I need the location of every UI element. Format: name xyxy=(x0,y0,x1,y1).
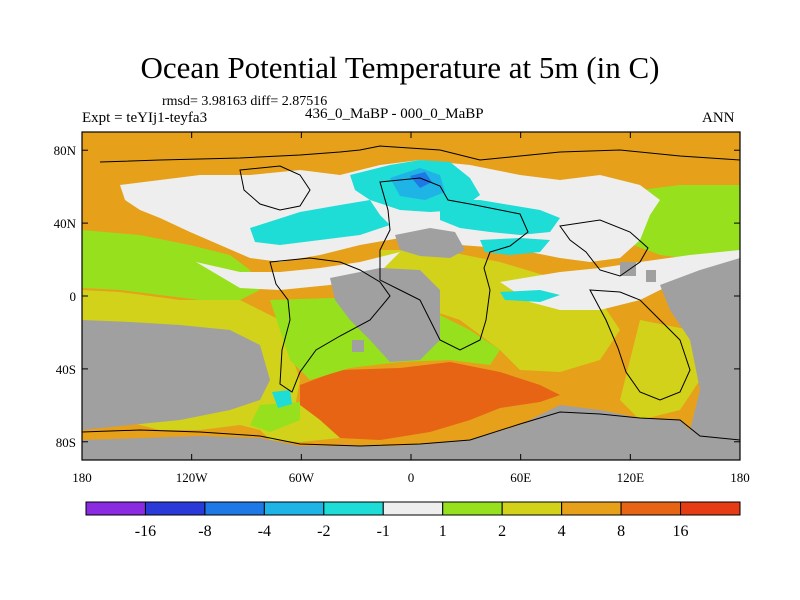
colorbar-label: -16 xyxy=(135,523,156,540)
colorbar: -16 -8 -4 -2 -1 1 2 4 8 16 xyxy=(85,501,741,540)
colorbar-swatch xyxy=(442,501,503,516)
colorbar-swatch xyxy=(323,501,384,516)
x-tick-label: 180 xyxy=(72,470,92,485)
coastline-west-continent xyxy=(239,165,311,211)
land-mask-north-continent xyxy=(395,228,465,258)
region-cooling-south xyxy=(272,390,292,408)
colorbar-swatch xyxy=(680,501,741,516)
y-tick-label: 40S xyxy=(56,362,76,377)
region-weak-warming-west xyxy=(82,230,260,300)
colorbar-swatch xyxy=(204,501,265,516)
colorbar-label: -8 xyxy=(198,523,211,540)
y-tick-label: 80S xyxy=(56,435,76,450)
rmsd-diff-stats: rmsd= 3.98163 diff= 2.87516 xyxy=(162,94,328,109)
x-tick-label: 0 xyxy=(408,470,415,485)
colorbar-swatch xyxy=(144,501,206,516)
colorbar-label: -1 xyxy=(377,523,390,540)
y-tick-label: 40N xyxy=(54,216,77,231)
chart-title: Ocean Potential Temperature at 5m (in C) xyxy=(140,50,660,85)
region-strongest-cooling xyxy=(410,172,432,188)
land-mask-east xyxy=(660,258,740,460)
region-cooling-atlantic xyxy=(250,200,390,245)
map-field xyxy=(82,132,740,460)
land-mask-southwest xyxy=(82,320,270,430)
region-cooling-tropics xyxy=(480,238,550,255)
colorbar-label: 16 xyxy=(673,523,689,540)
coastline-antarctic xyxy=(82,411,740,447)
colorbar-swatch xyxy=(382,501,444,516)
y-tick-label: 80N xyxy=(54,143,77,158)
x-tick-label: 120E xyxy=(617,470,645,485)
land-mask-south-america xyxy=(330,268,440,362)
colorbar-label: 2 xyxy=(498,523,506,540)
region-cooling-central xyxy=(440,200,560,235)
colorbar-label: 1 xyxy=(439,523,447,540)
land-mask-south-polar xyxy=(82,405,740,460)
colorbar-label: 8 xyxy=(617,523,625,540)
x-tick-label: 60W xyxy=(289,470,315,485)
colorbar-swatch xyxy=(263,501,325,516)
x-tick-label: 120W xyxy=(176,470,209,485)
colorbar-swatch xyxy=(561,501,622,516)
coastline-north xyxy=(99,145,740,163)
coastline-outlines xyxy=(82,145,740,447)
region-moderate-warming-east xyxy=(620,320,700,420)
region-cooling-east xyxy=(500,290,560,302)
x-tick-label: 180 xyxy=(730,470,750,485)
coastline-central-continent xyxy=(379,177,529,351)
period-subtitle: 436_0_MaBP - 000_0_MaBP xyxy=(305,106,484,122)
colorbar-swatch xyxy=(501,501,563,516)
colorbar-label: -2 xyxy=(317,523,330,540)
season-label: ANN xyxy=(702,110,735,126)
region-strong-warming xyxy=(300,362,560,440)
land-mask-islands xyxy=(352,262,656,352)
region-weak-warming-south xyxy=(250,402,300,432)
y-tick-label: 0 xyxy=(70,289,77,304)
coastline-east-continent xyxy=(559,219,649,277)
colorbar-label: 4 xyxy=(558,523,566,540)
coastline-south-america xyxy=(269,257,391,393)
region-near-zero-west xyxy=(196,252,400,290)
colorbar-swatch xyxy=(620,501,682,516)
x-tick-label: 60E xyxy=(510,470,531,485)
colorbar-label: -4 xyxy=(258,523,271,540)
coastline-southeast xyxy=(589,289,691,401)
axis-ticks: 180 120W 60W 0 60E 120E 180 80N 40N 0 40S 80S xyxy=(54,132,750,485)
colorbar-swatch xyxy=(85,501,146,516)
experiment-label: Expt = teYIj1-teyfa3 xyxy=(82,110,208,126)
